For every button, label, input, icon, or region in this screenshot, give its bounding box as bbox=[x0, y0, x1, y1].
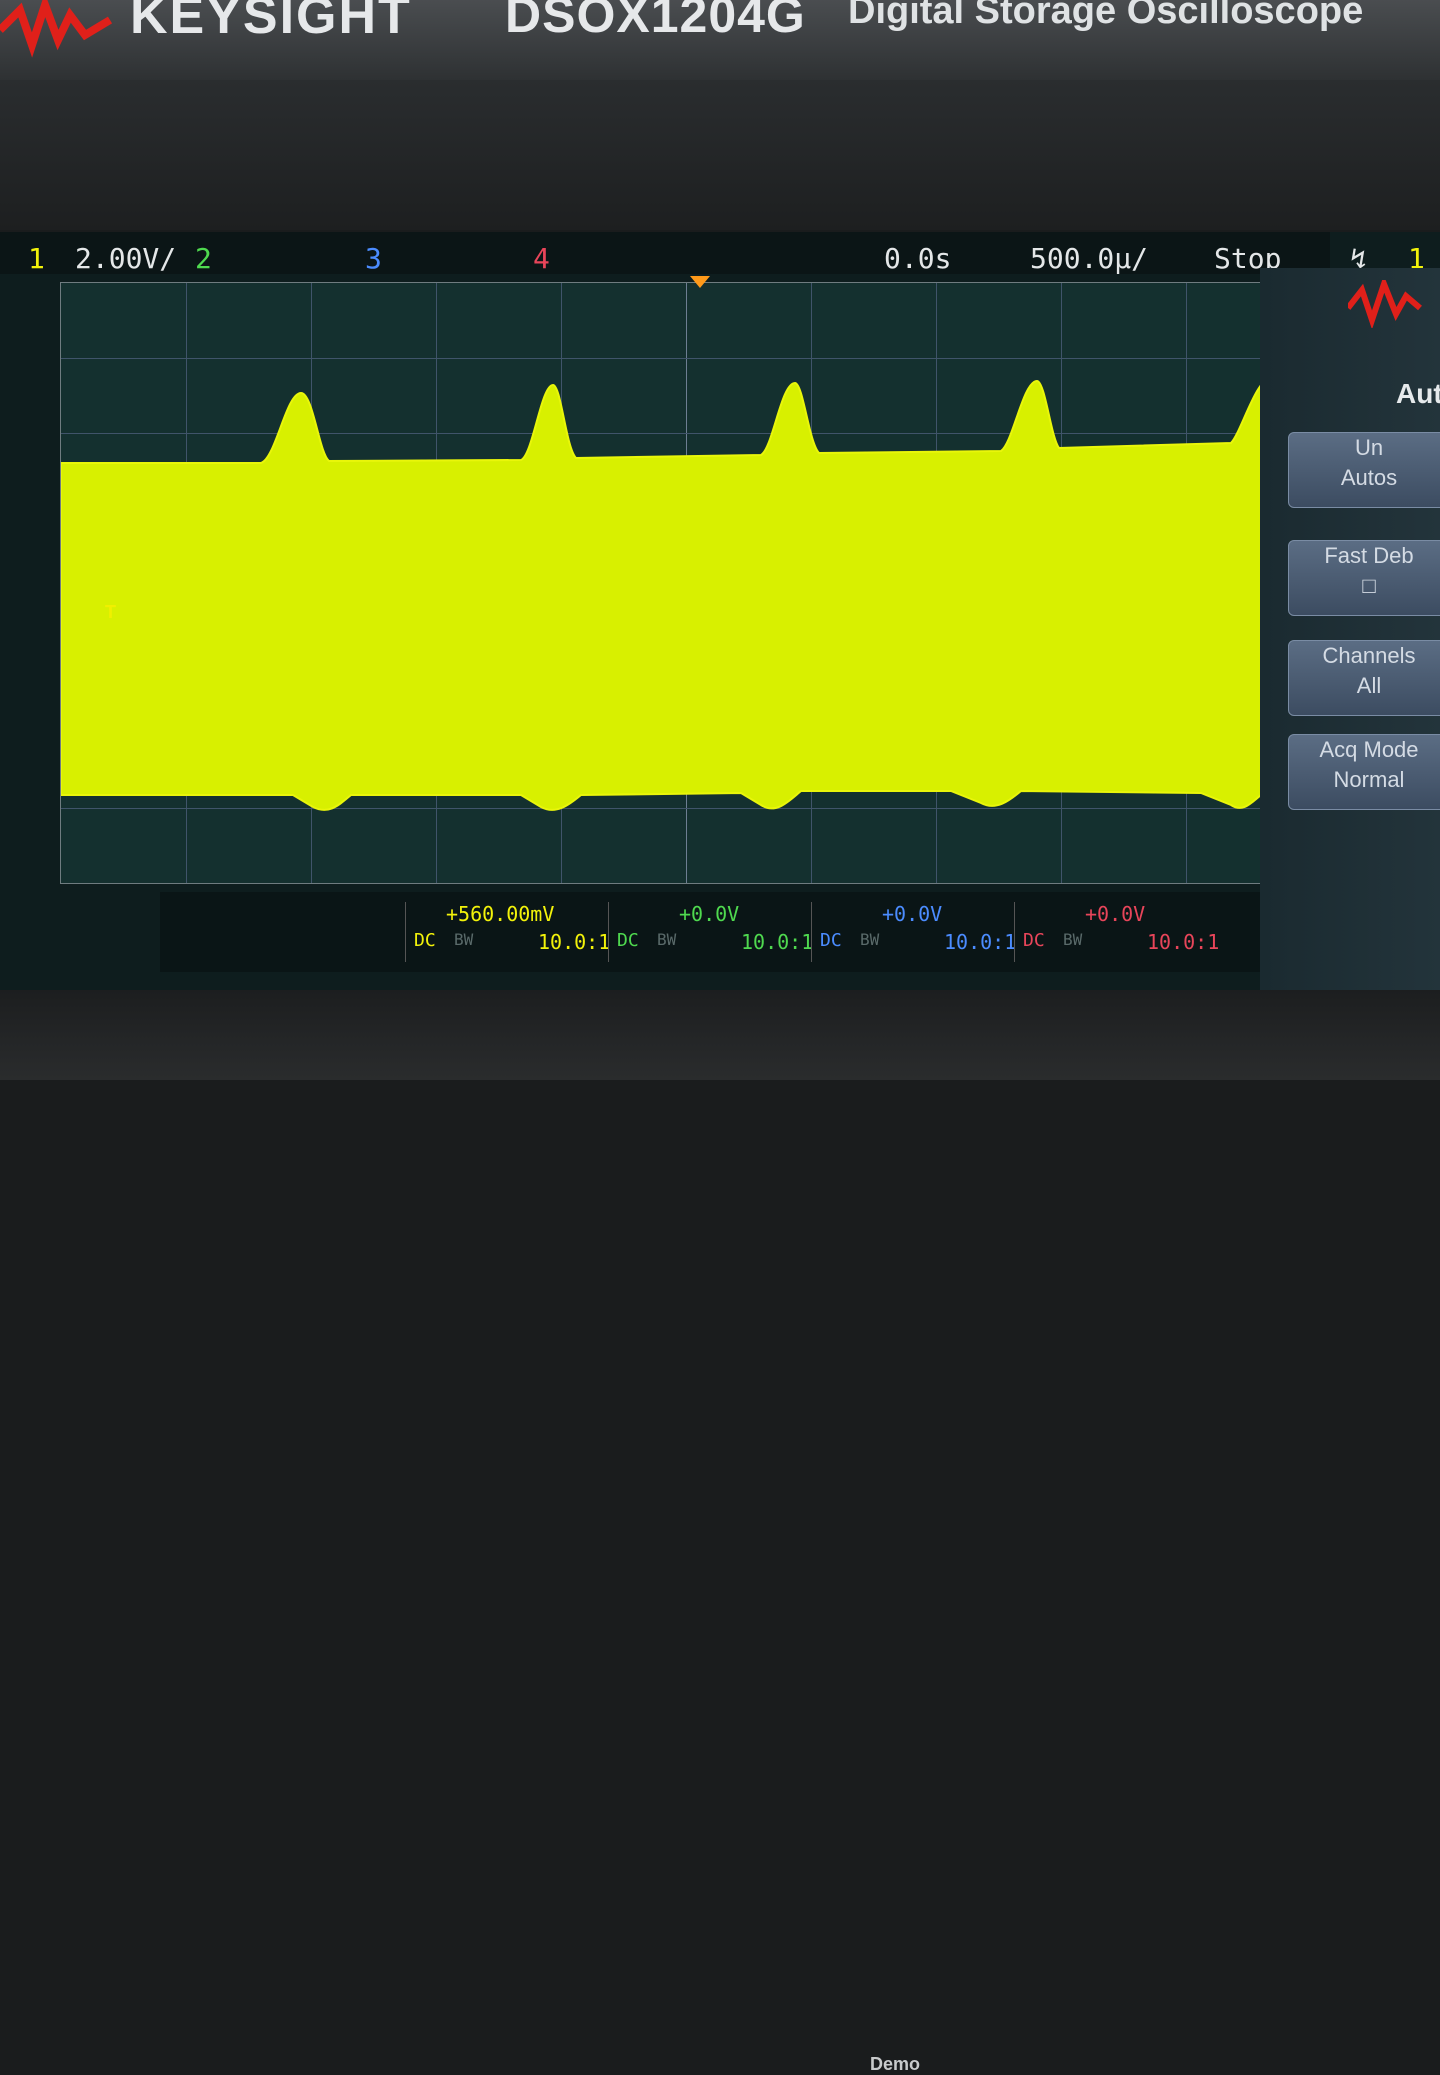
status-bar: 1 2.00V/ 2 3 4 0.0s 500.0µ/ Stop ↯ 1 bbox=[0, 232, 1425, 275]
ch1-scale[interactable]: 2.00V/ bbox=[75, 242, 177, 275]
softkey-label: Autos bbox=[1340, 465, 1398, 490]
ch4-number[interactable]: 4 bbox=[533, 242, 550, 275]
softkey-label: Normal bbox=[1333, 767, 1405, 792]
ch1-number[interactable]: 1 bbox=[28, 242, 45, 275]
ch2-coupling: DC bbox=[617, 930, 639, 951]
ch1-bw-limit: BW bbox=[454, 930, 474, 949]
softkey-label: Acq Mode bbox=[1319, 737, 1419, 762]
ch1-probe: 10.0:1 bbox=[538, 930, 611, 954]
model-name: DSOX1204G bbox=[505, 0, 806, 43]
undo-autoscale-softkey[interactable]: Un Autos bbox=[1288, 432, 1440, 508]
trigger-position-marker[interactable] bbox=[690, 276, 710, 288]
ch4-coupling: DC bbox=[1023, 930, 1045, 951]
ch2-info[interactable]: +0.0V DC BW 10.0:1 bbox=[608, 902, 813, 962]
brand-name: KEYSIGHT bbox=[130, 0, 412, 45]
channel-info-bar: +560.00mV DC BW 10.0:1 +0.0V DC BW 10.0:… bbox=[160, 892, 1260, 972]
softkey-label: Un bbox=[1354, 435, 1384, 460]
ch1-waveform bbox=[61, 376, 1311, 811]
instrument-header: KEYSIGHT DSOX1204G Digital Storage Oscil… bbox=[0, 0, 1440, 83]
grid-line bbox=[61, 358, 1311, 359]
ch3-bw-limit: BW bbox=[860, 930, 880, 949]
checkbox-icon: □ bbox=[1362, 573, 1376, 598]
ch2-bw-limit: BW bbox=[657, 930, 677, 949]
softkey-label: All bbox=[1356, 673, 1382, 698]
bezel bbox=[0, 80, 1440, 230]
model-description: Digital Storage Oscilloscope bbox=[848, 0, 1364, 32]
channels-softkey[interactable]: Channels All bbox=[1288, 640, 1440, 716]
ch1-ground-marker[interactable]: T bbox=[105, 602, 116, 622]
ch3-info[interactable]: +0.0V DC BW 10.0:1 bbox=[811, 902, 1016, 962]
softkey-label: Channels bbox=[1322, 643, 1416, 668]
trigger-edge-icon: ↯ bbox=[1350, 242, 1367, 275]
ch1-offset: +560.00mV bbox=[446, 902, 555, 926]
time-scale[interactable]: 500.0µ/ bbox=[1030, 242, 1149, 275]
bezel-bottom: Demo bbox=[0, 990, 1440, 2074]
menu-title: Auto bbox=[1396, 378, 1440, 409]
softkey-menu: Auto Un Autos Fast Deb □ Channels All Ac… bbox=[1260, 268, 1440, 990]
waveform-grid[interactable] bbox=[60, 282, 1312, 884]
demo-softkey-label[interactable]: Demo bbox=[870, 2054, 921, 2074]
ch4-probe: 10.0:1 bbox=[1147, 930, 1220, 954]
softkey-label: Fast Deb bbox=[1324, 543, 1414, 568]
grid-line bbox=[61, 433, 1311, 434]
ch4-offset: +0.0V bbox=[1085, 902, 1146, 926]
ch2-number[interactable]: 2 bbox=[195, 242, 212, 275]
ch2-probe: 10.0:1 bbox=[741, 930, 814, 954]
ch3-probe: 10.0:1 bbox=[944, 930, 1017, 954]
ch3-offset: +0.0V bbox=[882, 902, 943, 926]
ch4-info[interactable]: +0.0V DC BW 10.0:1 bbox=[1014, 902, 1219, 962]
ch1-info[interactable]: +560.00mV DC BW 10.0:1 bbox=[405, 902, 610, 962]
keysight-logo-icon bbox=[1348, 280, 1422, 328]
acq-mode-softkey[interactable]: Acq Mode Normal bbox=[1288, 734, 1440, 810]
grid-line bbox=[61, 808, 1311, 809]
scope-screen: 1 2.00V/ 2 3 4 0.0s 500.0µ/ Stop ↯ 1 bbox=[0, 232, 1440, 990]
time-delay[interactable]: 0.0s bbox=[884, 242, 952, 275]
ch4-bw-limit: BW bbox=[1063, 930, 1083, 949]
ch3-coupling: DC bbox=[820, 930, 842, 951]
trigger-source[interactable]: 1 bbox=[1408, 242, 1425, 275]
ch2-offset: +0.0V bbox=[679, 902, 740, 926]
ch3-number[interactable]: 3 bbox=[365, 242, 382, 275]
keysight-logo-icon bbox=[0, 0, 113, 58]
ch1-coupling: DC bbox=[414, 930, 436, 951]
fast-debug-softkey[interactable]: Fast Deb □ bbox=[1288, 540, 1440, 616]
